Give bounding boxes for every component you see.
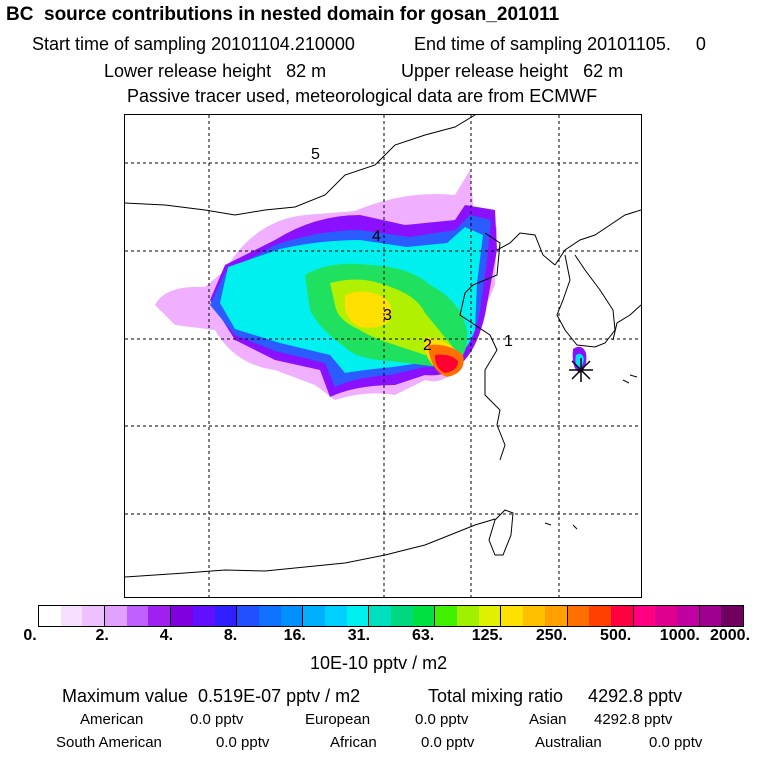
- color-scale-tick-label: 500.: [600, 627, 632, 644]
- south-american-label: South American: [56, 734, 162, 751]
- color-scale-segment: [105, 606, 127, 626]
- color-scale-segment: [258, 606, 281, 626]
- color-scale-segment: [82, 606, 106, 626]
- color-scale-unit: 10E-10 pptv / m2: [310, 653, 448, 673]
- color-scale-tick-label: 250.: [535, 627, 568, 644]
- color-scale-segment: [655, 606, 677, 626]
- region-label-1: 1: [504, 333, 513, 350]
- tracer-note: Passive tracer used, meteorological data…: [127, 86, 598, 106]
- color-scale-segment: [324, 606, 347, 626]
- color-scale-segment: [39, 606, 61, 626]
- color-scale-segment: [237, 606, 259, 626]
- european-value: 0.0 pptv: [415, 711, 469, 728]
- color-scale-tick-label: 0.: [23, 627, 37, 644]
- american-label: American: [80, 711, 144, 728]
- region-label-3: 3: [383, 307, 392, 324]
- color-scale-segment: [303, 606, 325, 626]
- color-scale-segment: [280, 606, 304, 626]
- color-scale-segment: [676, 606, 700, 626]
- end-time-label: End time of sampling 20101105. 0: [414, 34, 706, 54]
- max-value-label: Maximum value 0.519E-07 pptv / m2: [62, 686, 361, 706]
- color-scale-segment: [523, 606, 545, 626]
- upper-release-label: Upper release height 62 m: [401, 61, 624, 81]
- african-label: African: [330, 734, 377, 751]
- color-scale-tick-label: 1000.: [659, 627, 700, 644]
- color-scale-segment: [412, 606, 436, 626]
- color-scale-segment: [501, 606, 524, 626]
- color-scale-tick-label: 8.: [223, 627, 238, 644]
- color-scale-segment: [610, 606, 634, 626]
- map-svg: 1 2 3 4 5: [125, 115, 641, 597]
- color-scale-segment: [214, 606, 238, 626]
- color-scale-segment: [171, 606, 193, 626]
- color-scale-segment: [148, 606, 172, 626]
- color-scale-segment: [391, 606, 413, 626]
- color-scale-segment: [544, 606, 568, 626]
- plot-title: BC source contributions in nested domain…: [6, 4, 560, 25]
- color-scale-segment: [721, 606, 743, 626]
- coastlines: [125, 115, 641, 578]
- region-label-4: 4: [372, 228, 381, 245]
- lower-release-label: Lower release height 82 m: [104, 61, 327, 81]
- color-scale-tick-label: 2.: [95, 627, 109, 644]
- asian-value: 4292.8 pptv: [594, 711, 673, 728]
- color-scale-segment: [633, 606, 656, 626]
- region-label-5: 5: [311, 146, 320, 163]
- australian-label: Australian: [535, 734, 602, 751]
- color-scale-segment: [60, 606, 83, 626]
- color-scale-segment: [567, 606, 590, 626]
- receptor-star-icon: [569, 358, 593, 382]
- total-mixing-label: Total mixing ratio 4292.8 pptv: [428, 686, 683, 706]
- african-value: 0.0 pptv: [421, 734, 475, 751]
- color-scale-segment: [457, 606, 479, 626]
- color-scale-segment: [369, 606, 391, 626]
- asian-label: Asian: [529, 711, 567, 728]
- color-scale-segment: [435, 606, 458, 626]
- color-scale-tick-label: 4.: [159, 627, 174, 644]
- color-scale-segment: [478, 606, 502, 626]
- australian-value: 0.0 pptv: [649, 734, 703, 751]
- grid-lines: [125, 115, 641, 597]
- color-scale-tick-label: 63.: [411, 627, 435, 644]
- color-scale-segment: [192, 606, 215, 626]
- color-scale-tick-label: 31.: [347, 627, 371, 644]
- color-scale-tick-label: 2000.: [709, 627, 751, 644]
- color-scale-tick-label: 125.: [471, 627, 503, 644]
- american-value: 0.0 pptv: [190, 711, 244, 728]
- start-time-label: Start time of sampling 20101104.210000: [32, 34, 355, 54]
- european-label: European: [305, 711, 371, 728]
- color-scale-bar: [38, 605, 744, 627]
- concentration-field: [155, 170, 587, 400]
- map-panel: 1 2 3 4 5: [124, 114, 642, 598]
- region-label-2: 2: [423, 337, 432, 354]
- color-scale-segment: [126, 606, 149, 626]
- color-scale-segment: [589, 606, 611, 626]
- south-american-value: 0.0 pptv: [216, 734, 270, 751]
- color-scale-tick-label: 16.: [283, 627, 306, 644]
- color-scale-segment: [699, 606, 722, 626]
- color-scale-segment: [346, 606, 370, 626]
- plume-red: [435, 354, 458, 373]
